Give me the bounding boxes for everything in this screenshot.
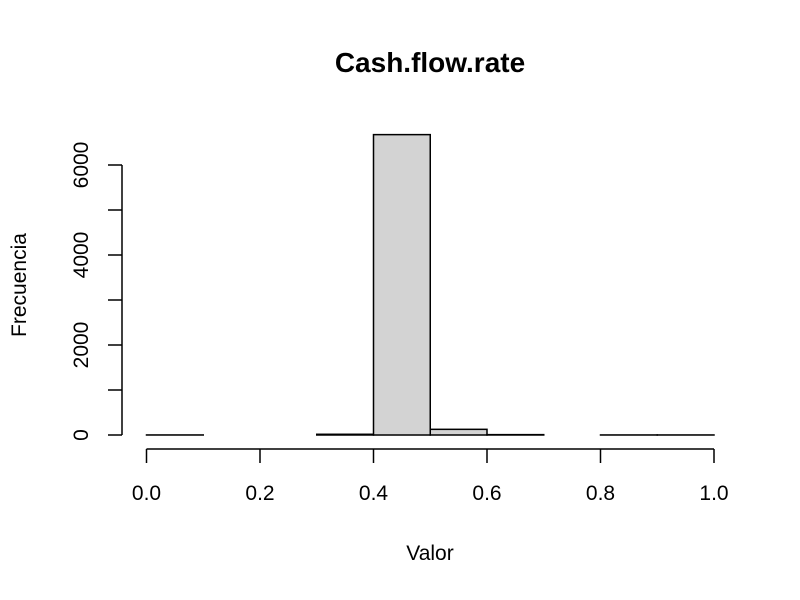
histogram-bars bbox=[145, 133, 715, 436]
x-axis: 0.0 0.2 0.4 0.6 0.8 1.0 bbox=[132, 448, 729, 505]
x-tick-label-4: 0.8 bbox=[586, 482, 615, 505]
x-tick-label-3: 0.6 bbox=[472, 482, 501, 505]
y-tick-label-2: 4000 bbox=[70, 232, 93, 279]
y-tick-label-3: 6000 bbox=[70, 142, 93, 189]
chart-title: Cash.flow.rate bbox=[335, 47, 525, 78]
x-tick-label-1: 0.2 bbox=[245, 482, 274, 505]
y-axis: 0 2000 4000 6000 bbox=[70, 142, 123, 441]
x-tick-label-2: 0.4 bbox=[359, 482, 389, 505]
y-axis-label: Frecuencia bbox=[8, 233, 31, 337]
y-tick-label-1: 2000 bbox=[70, 322, 93, 369]
histogram-bar-3 bbox=[316, 433, 375, 436]
histogram-bar-4 bbox=[372, 133, 431, 436]
x-tick-label-0: 0.0 bbox=[132, 482, 161, 505]
y-tick-label-0: 0 bbox=[70, 429, 93, 441]
x-axis-label: Valor bbox=[406, 542, 453, 565]
x-tick-label-5: 1.0 bbox=[699, 482, 728, 505]
histogram-bar-5 bbox=[429, 428, 488, 436]
